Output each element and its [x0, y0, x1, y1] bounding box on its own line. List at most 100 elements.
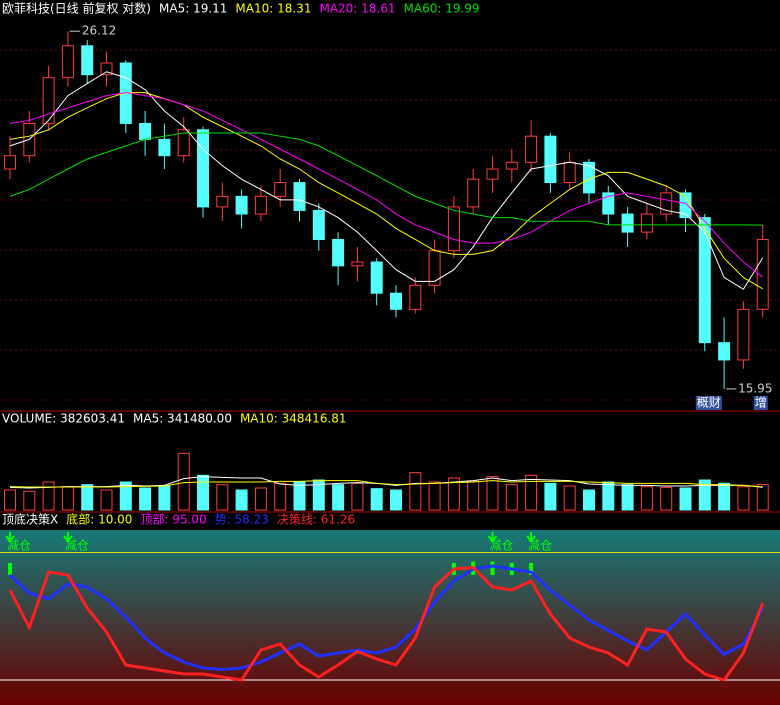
candle-body	[254, 195, 267, 215]
volume-bar	[486, 476, 499, 511]
volume-bar	[718, 482, 731, 511]
candle-body	[602, 192, 615, 215]
candle-body	[81, 45, 94, 76]
candle-body	[390, 292, 402, 310]
legend-entry: 底部: 10.00	[66, 512, 132, 527]
signal-arrow	[526, 532, 536, 543]
candle-body	[409, 284, 422, 310]
volume-bar	[235, 489, 248, 511]
candle-body	[544, 135, 557, 184]
candle-body	[351, 261, 364, 267]
volume-bar	[505, 484, 518, 511]
signal-bar	[490, 561, 495, 575]
candle-body	[698, 217, 711, 344]
candle-body	[428, 250, 441, 286]
legend-entry: MA20: 18.61	[319, 2, 395, 16]
volume-bar	[119, 481, 132, 511]
volume-bar	[23, 490, 36, 511]
signal-bar	[8, 563, 12, 575]
candle-body	[139, 122, 152, 140]
badge: 增	[755, 396, 767, 410]
volume-bar	[351, 482, 364, 511]
candle-body	[235, 195, 248, 215]
candle-body	[737, 308, 750, 361]
candle-body	[274, 182, 287, 197]
candle-body	[197, 129, 209, 208]
legend-entry: VOLUME: 382603.41	[2, 412, 125, 426]
volume-bar	[563, 485, 576, 511]
candle-body	[370, 261, 383, 294]
annotation: 15.95	[738, 381, 772, 395]
volume-bar	[756, 483, 769, 511]
volume-bar	[447, 477, 460, 511]
candle-body	[563, 161, 576, 184]
volume-bar	[312, 479, 325, 511]
volume-bar	[544, 482, 557, 511]
volume-bar	[139, 487, 152, 511]
legend-entry: MA5: 341480.00	[133, 412, 232, 426]
volume-bar	[737, 486, 750, 511]
candle-body	[467, 178, 480, 208]
ma-line	[9, 92, 763, 290]
volume-bar	[679, 487, 692, 511]
volume-bar	[100, 489, 113, 511]
candle-body	[158, 138, 171, 157]
signal-label: 减仓	[490, 539, 514, 553]
badge-box	[695, 396, 722, 410]
volume-bar	[525, 474, 538, 511]
badge-box	[753, 396, 768, 410]
badge: 概财	[697, 396, 721, 410]
legend-entry: 顶底决策X	[2, 512, 58, 527]
candle-body	[61, 45, 74, 79]
volume-bar	[390, 489, 402, 511]
indicator-background	[0, 530, 780, 705]
legend-entry: 势: 58.23	[215, 513, 269, 527]
volume-bar	[660, 486, 673, 511]
candle-body	[756, 238, 769, 310]
signal-label: 减仓	[7, 539, 31, 553]
ma-line	[9, 132, 763, 226]
candle-body	[447, 206, 460, 252]
legend-entry: MA5: 19.11	[159, 2, 227, 16]
candle-body	[293, 182, 306, 211]
volume-bar	[583, 489, 595, 511]
candle-body	[4, 155, 16, 170]
signal-arrow	[487, 532, 498, 543]
legend-entry: MA10: 18.31	[235, 2, 311, 16]
volume-bar	[698, 479, 711, 511]
volume-bar	[621, 484, 634, 511]
volume-bar	[197, 474, 209, 511]
candle-body	[312, 209, 325, 240]
signal-label: 减仓	[65, 539, 89, 553]
candle-body	[640, 213, 653, 233]
volume-bar	[640, 486, 653, 511]
indicator-line	[8, 565, 765, 682]
volume-bar	[409, 472, 422, 511]
volume-bar	[4, 489, 16, 511]
annotation: 26.12	[82, 24, 116, 38]
candle-body	[718, 342, 731, 361]
volume-bar	[370, 488, 383, 511]
ma-line	[9, 92, 764, 278]
volume-bar	[158, 485, 171, 511]
volume-bar	[274, 482, 287, 511]
legend-entry: 顶部: 95.00	[140, 512, 206, 527]
legend-entry: MA10: 348416.81	[240, 412, 347, 426]
legend-entry: MA60: 19.99	[404, 2, 480, 16]
candle-body	[505, 161, 518, 170]
candle-body	[660, 192, 673, 215]
candle-body	[332, 238, 345, 267]
volume-bar	[602, 481, 615, 511]
candle-body	[42, 77, 55, 124]
signal-bar	[529, 563, 534, 575]
volume-bar	[332, 484, 345, 511]
volume-bar	[254, 487, 267, 511]
volume-bar	[216, 484, 229, 511]
signal-arrow	[63, 532, 73, 543]
candle-body	[216, 195, 229, 208]
candle-body	[525, 135, 538, 163]
volume-bar	[81, 484, 94, 511]
legend-entry: 决策线: 61.26	[277, 513, 355, 527]
volume-bar	[61, 486, 74, 511]
